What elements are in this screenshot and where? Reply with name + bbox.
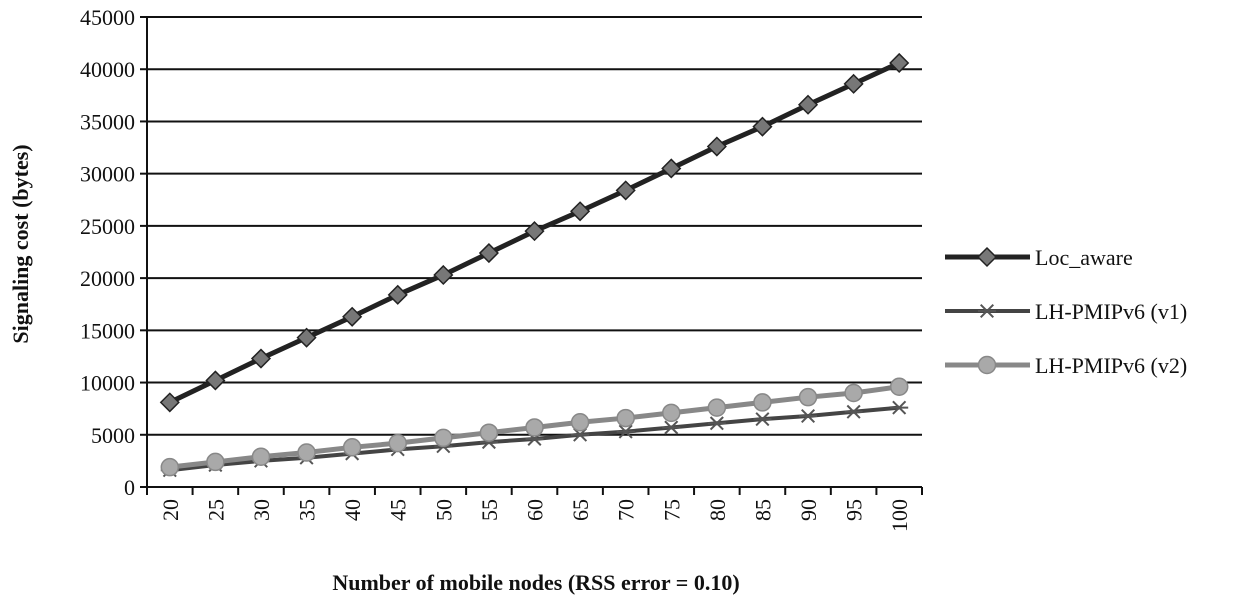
- x-tick-label: 60: [523, 499, 548, 521]
- axes: [146, 17, 922, 488]
- data-point: [250, 348, 272, 369]
- data-point-stroke: [755, 412, 770, 427]
- data-point: [478, 242, 499, 264]
- x-axis-title: Number of mobile nodes (RSS error = 0.10…: [332, 570, 739, 595]
- y-tick-label: 35000: [80, 109, 135, 134]
- x-tick-label: 25: [203, 499, 228, 521]
- x-tick-label: 90: [796, 499, 821, 521]
- series-lh-pmipv6-v1: [160, 400, 909, 478]
- legend-item: LH-PMIPv6 (v2): [945, 353, 1187, 378]
- data-point: [661, 158, 682, 179]
- data-point: [707, 416, 726, 431]
- x-tick-label: 85: [750, 499, 775, 521]
- data-point-stroke: [892, 400, 907, 415]
- data-point: [388, 433, 407, 453]
- data-point-stroke: [801, 408, 816, 423]
- legend-label: LH-PMIPv6 (v1): [1035, 299, 1187, 324]
- data-point: [570, 201, 591, 222]
- data-point: [570, 412, 590, 432]
- x-tick-label: 70: [614, 499, 639, 521]
- data-point: [434, 428, 453, 448]
- data-point: [976, 246, 998, 268]
- legend-label: Loc_aware: [1035, 245, 1133, 270]
- data-point: [159, 392, 180, 413]
- data-point: [571, 427, 590, 442]
- y-tick-label: 0: [124, 475, 135, 500]
- data-point: [844, 404, 863, 419]
- data-point: [296, 327, 317, 348]
- y-tick-label: 20000: [80, 266, 135, 291]
- data-point-stroke: [573, 427, 588, 442]
- data-point: [479, 423, 499, 442]
- data-point-stroke: [979, 303, 995, 319]
- y-tick-label: 5000: [91, 423, 135, 448]
- x-tick-label: 30: [249, 499, 274, 521]
- data-point: [889, 52, 910, 74]
- series-loc-aware: [159, 52, 910, 413]
- data-point: [890, 400, 909, 415]
- data-point: [753, 393, 772, 412]
- data-point: [797, 94, 819, 115]
- data-point: [616, 424, 635, 439]
- data-point: [342, 438, 362, 457]
- x-tick-label: 75: [659, 499, 684, 521]
- data-point: [752, 116, 773, 137]
- data-point-stroke: [618, 424, 633, 439]
- data-point: [798, 387, 818, 407]
- data-point: [707, 398, 727, 417]
- data-point: [615, 180, 636, 201]
- x-tick-label: 45: [386, 499, 411, 521]
- data-point: [889, 377, 909, 396]
- y-tick-label: 45000: [80, 5, 135, 30]
- y-tick-label: 30000: [80, 162, 135, 187]
- data-point: [160, 457, 180, 477]
- y-tick-label: 25000: [80, 214, 135, 239]
- legend-item: LH-PMIPv6 (v1): [945, 299, 1187, 324]
- x-tick-label: 95: [842, 499, 867, 521]
- data-point: [662, 420, 681, 435]
- legend-item: Loc_aware: [945, 245, 1133, 270]
- data-point: [387, 284, 408, 305]
- x-tick-label: 20: [158, 499, 183, 521]
- data-point: [342, 306, 363, 327]
- x-tick-label: 35: [295, 499, 320, 521]
- data-point: [616, 408, 635, 428]
- data-point: [206, 452, 225, 472]
- x-tick-label: 50: [431, 499, 456, 521]
- y-tick-label: 10000: [80, 371, 135, 396]
- y-tick-label: 40000: [80, 57, 135, 82]
- legend-label: LH-PMIPv6 (v2): [1035, 353, 1187, 378]
- data-point: [297, 443, 316, 462]
- x-axis-ticks: 20 25 30 35 40 45 50 55 60 65 70 75 80 85 90 95 100: [146, 487, 923, 532]
- data-point: [753, 412, 772, 427]
- y-axis-title: Signaling cost (bytes): [8, 144, 33, 343]
- series-lh-pmipv6-v2: [160, 377, 909, 477]
- x-tick-label: 55: [477, 499, 502, 521]
- y-axis-ticks: 0 5000 10000 15000 20000 25000 30000 35000 40000…: [80, 5, 147, 500]
- data-point: [525, 418, 544, 437]
- data-point: [205, 370, 226, 391]
- series-layer: [159, 52, 910, 478]
- x-tick-label: 80: [705, 499, 730, 521]
- data-point: [978, 303, 996, 319]
- data-point: [844, 383, 863, 403]
- data-point: [662, 403, 681, 423]
- x-tick-label: 65: [568, 499, 593, 521]
- y-tick-label: 15000: [80, 318, 135, 343]
- data-point: [524, 221, 545, 242]
- data-point-stroke: [664, 420, 679, 435]
- data-point: [706, 136, 727, 157]
- data-point: [433, 264, 454, 286]
- data-point-stroke: [709, 416, 724, 431]
- x-tick-label: 100: [887, 499, 912, 532]
- legend: Loc_aware LH-PMIPv6 (v1) LH-PMIPv6 (v2): [945, 245, 1187, 378]
- data-point: [977, 355, 997, 375]
- data-point: [799, 408, 818, 423]
- data-point: [251, 447, 271, 466]
- x-tick-label: 40: [340, 499, 365, 521]
- data-point-stroke: [846, 404, 861, 419]
- data-point: [843, 73, 864, 94]
